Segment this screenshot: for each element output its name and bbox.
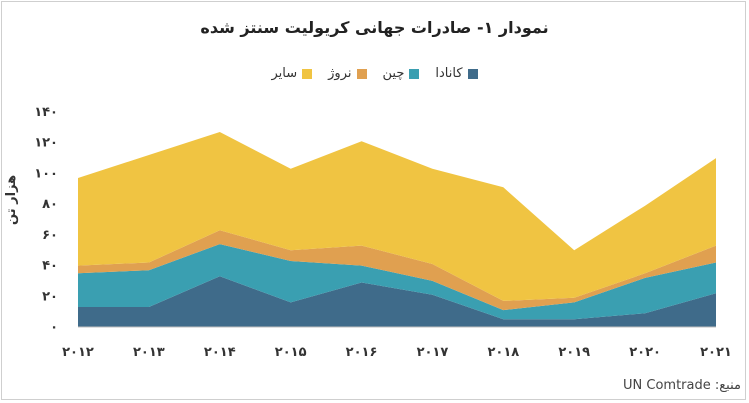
legend-swatch	[302, 68, 313, 79]
x-tick-label: ۲۰۱۵	[275, 345, 307, 360]
x-tick-label: ۲۰۲۱	[700, 345, 732, 360]
legend-swatch	[467, 68, 478, 79]
y-tick-label: ۶۰	[42, 228, 58, 243]
legend-item: نروژ	[328, 66, 367, 81]
y-tick-label: ۱۴۰	[34, 105, 58, 120]
legend-swatch	[356, 68, 367, 79]
area-series	[78, 276, 716, 327]
x-tick-label: ۲۰۱۸	[487, 345, 519, 360]
legend-item: چین	[383, 66, 420, 81]
legend-item: سایر	[272, 66, 313, 81]
x-tick-label: ۲۰۱۲	[62, 345, 94, 360]
y-axis-label: هزار تن	[4, 174, 19, 225]
y-tick-label: ۴۰	[42, 259, 58, 274]
series-areas	[78, 132, 716, 327]
y-tick-label: ۰	[50, 320, 58, 335]
x-tick-label: ۲۰۱۹	[558, 345, 590, 360]
x-tick-label: ۲۰۱۶	[346, 345, 378, 360]
legend-swatch	[409, 68, 420, 79]
x-tick-label: ۲۰۱۷	[417, 345, 449, 360]
chart-axes: ۰ ۲۰ ۴۰ ۶۰ ۸۰ ۱۰۰ ۱۲۰ ۱۴۰ ۲۰۱۲ ۲۰۱۳ ۲۰۱۴ ۲۰۱۵ ۲۰۱۶ ۲۰…	[34, 105, 732, 360]
legend-label: چین	[382, 66, 405, 81]
area-series	[78, 244, 716, 320]
legend-label: نروژ	[328, 66, 352, 81]
y-tick-label: ۸۰	[42, 197, 58, 212]
y-tick-label: ۲۰	[42, 289, 58, 304]
source-note: منبع: UN Comtrade	[623, 378, 741, 393]
chart-legend: کانادا چین نروژ سایر	[0, 66, 749, 81]
y-tick-label: ۱۰۰	[34, 166, 58, 181]
x-tick-label: ۲۰۱۳	[133, 345, 165, 360]
x-tick-label: ۲۰۲۰	[629, 345, 661, 360]
chart-title: نمودار ۱- صادرات جهانی کریولیت سنتز شده	[200, 18, 549, 37]
area-series	[78, 132, 716, 301]
legend-item: کانادا	[435, 66, 478, 81]
legend-label: کانادا	[435, 66, 463, 81]
legend-label: سایر	[271, 66, 298, 81]
area-series	[78, 230, 716, 311]
y-tick-label: ۱۲۰	[34, 136, 58, 151]
x-tick-label: ۲۰۱۴	[204, 345, 236, 360]
